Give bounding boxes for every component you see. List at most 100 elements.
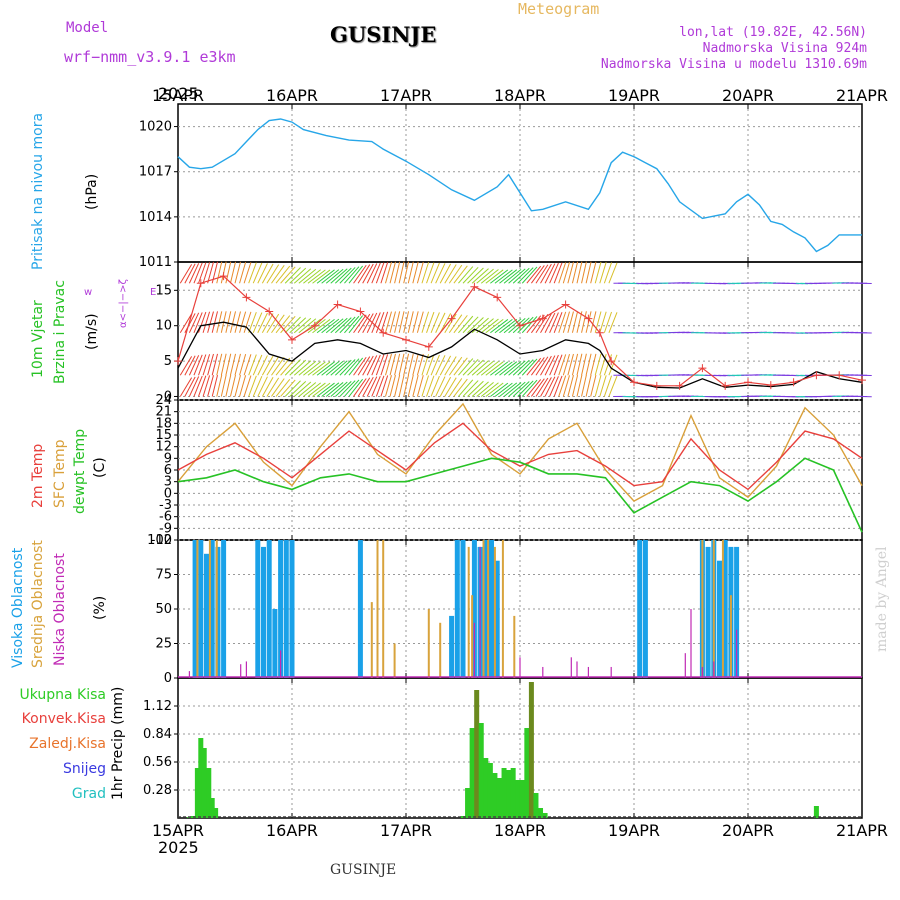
wind-arrow: [462, 316, 479, 334]
wind-arrow: [467, 359, 484, 376]
wind-arrow: [517, 267, 534, 284]
wind-arrow: [517, 316, 534, 334]
high-cloud-bar: [483, 540, 489, 678]
wind-arrow: [407, 374, 414, 397]
mid-cloud-bar: [487, 540, 490, 678]
wind-arrow: [571, 311, 579, 333]
wind-arrow: [312, 269, 331, 284]
wind-arrow: [357, 377, 371, 397]
wind-arrow: [293, 381, 312, 397]
wind-arrow: [553, 375, 563, 397]
wind-arrow: [412, 353, 419, 376]
rain-bar: [474, 690, 480, 818]
time-label-bottom: 18APR: [494, 821, 546, 840]
wind-arrow: [375, 375, 385, 397]
wind-arrow: [261, 376, 274, 397]
y-tick-label: 12: [155, 440, 172, 455]
product-title: Meteogram: [518, 0, 600, 18]
wind-arrow: [421, 375, 430, 397]
rain-bar: [533, 793, 539, 818]
wind-arrow: [544, 355, 556, 376]
wind-arrow: [198, 354, 207, 376]
wind-arrow: [517, 359, 534, 376]
wind-arrow: [184, 376, 196, 397]
wind-arrow: [426, 311, 435, 333]
wind-arrow: [544, 312, 556, 333]
wind-arrow: [184, 263, 196, 284]
wind-arrow: [220, 353, 227, 376]
wind-arrow: [375, 354, 385, 376]
time-label-bottom: 19APR: [608, 821, 660, 840]
wind-arrow: [371, 375, 381, 397]
wind-arrow: [307, 382, 326, 397]
low-cloud-bar: [576, 661, 578, 678]
wind-arrow: [476, 268, 494, 284]
rain-bar: [528, 682, 534, 818]
y-tick-label: 1014: [139, 210, 172, 225]
wind-arrow: [608, 312, 618, 333]
low-cloud-bar: [542, 666, 544, 678]
wind-arrow: [471, 268, 489, 284]
low-cloud-bar: [570, 657, 572, 678]
gust-marker: [675, 381, 684, 390]
wind-arrow: [416, 261, 424, 284]
wind-arrow: [339, 359, 356, 376]
wind-arrow: [207, 375, 214, 397]
y-tick-label: 15: [155, 428, 172, 443]
wind-arrow: [380, 311, 389, 333]
wind-arrow: [540, 377, 552, 397]
wind-arrow: [188, 355, 200, 376]
wind-arrow: [567, 311, 574, 333]
wind-arrow: [426, 354, 435, 376]
wind-arrow: [348, 265, 364, 284]
wind-arrow: [229, 311, 237, 333]
high-cloud-bar: [494, 560, 500, 678]
wind-arrow: [540, 313, 552, 334]
high-cloud-bar: [261, 546, 266, 678]
wind-arrow: [485, 382, 504, 397]
wind-arrow: [325, 360, 344, 376]
wind-arrow: [216, 353, 223, 376]
mid-cloud-bar: [712, 540, 715, 678]
wind-arrow: [530, 265, 545, 284]
mid-cloud-bar: [427, 609, 430, 678]
wind-arrow: [453, 378, 468, 397]
wind-arrow: [439, 263, 452, 284]
wind-arrow: [248, 354, 257, 376]
wind-arrow: [207, 311, 214, 333]
wind-arrow: [581, 311, 587, 333]
wind-arrow: [298, 268, 317, 284]
wind-arrow: [293, 317, 312, 334]
gust-marker: [402, 335, 410, 344]
wind-arrow: [248, 375, 257, 397]
wind-arrow: [608, 262, 618, 284]
wind-arrow: [303, 382, 321, 397]
location-title: GUSINJE: [330, 22, 437, 47]
mid-cloud-bar: [439, 622, 442, 678]
wind-arrow: [321, 318, 340, 334]
wind-arrow: [243, 311, 252, 333]
wind-arrow: [444, 356, 457, 376]
wind-arrow: [398, 374, 405, 397]
wind-arrow: [293, 268, 312, 284]
wind-arrow: [284, 267, 301, 284]
wind-arrow: [526, 379, 542, 397]
mid-cloud-bar: [376, 540, 379, 678]
wind-arrow: [603, 262, 613, 284]
rain-bar: [487, 763, 493, 818]
wind-arrow: [394, 353, 401, 376]
gust-marker: [595, 328, 604, 337]
wind-arrow: [389, 261, 396, 284]
wind-arrow: [179, 356, 193, 376]
wind-arrow: [211, 374, 219, 397]
wind-arrow: [512, 267, 530, 284]
high-cloud-bar: [717, 560, 722, 678]
wind-arrow: [266, 356, 280, 376]
wind-arrow: [257, 376, 268, 397]
mid-cloud-bar: [729, 595, 732, 678]
wind-arrow: [216, 311, 223, 333]
wind-compass-w: w: [84, 287, 93, 298]
wind-arrow: [430, 312, 440, 333]
time-label-top: 18APR: [494, 86, 546, 105]
